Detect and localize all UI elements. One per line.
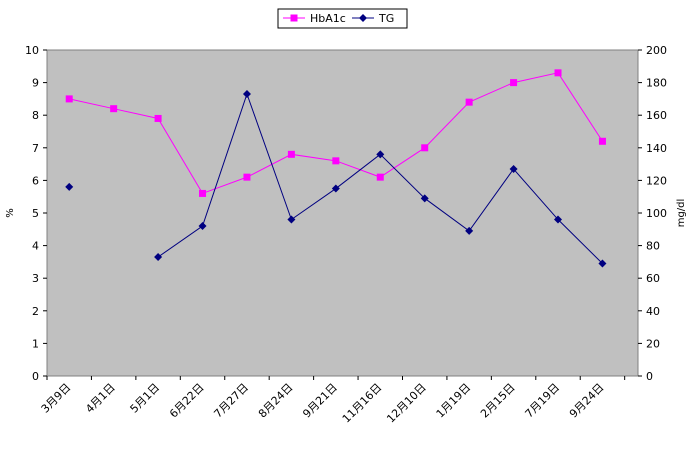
data-point-hba1c [65,95,73,103]
data-point-tg [420,194,429,203]
data-point-tg [198,222,207,231]
data-point-hba1c [332,157,340,165]
right-axis-tick-label: 160 [646,109,667,122]
data-point-tg [598,259,607,268]
left-axis-title: % [5,208,16,218]
x-axis-category-label: 11月16日 [340,381,385,426]
left-axis-tick-label: 4 [32,240,39,253]
left-axis: 0 1 2 3 4 5 6 7 8 9 10 [25,44,47,383]
left-axis-tick-label: 6 [32,174,39,187]
x-axis-category-label: 7月19日 [523,381,563,421]
right-axis-tick-label: 140 [646,142,667,155]
x-axis-category-label: 8月24日 [256,381,296,421]
data-point-tg [331,184,340,193]
data-point-hba1c [287,150,295,158]
right-axis-tick-label: 20 [646,337,660,350]
legend-marker-tg [359,14,367,22]
data-point-hba1c [243,173,251,181]
right-axis-tick-label: 120 [646,174,667,187]
plot-area [46,49,639,377]
x-axis-category-label: 4月1日 [83,381,118,416]
right-axis-title: mg/dl [676,199,687,228]
right-axis-tick-label: 0 [646,370,653,383]
left-axis-tick-label: 8 [32,109,39,122]
x-axis-category-label: 3月9日 [39,381,74,416]
right-axis-tick-label: 40 [646,305,660,318]
left-axis-tick-label: 0 [32,370,39,383]
right-axis-tick-label: 180 [646,77,667,90]
legend-label-hba1c: HbA1c [310,12,346,25]
data-point-hba1c [376,173,384,181]
x-axis-category-label: 9月21日 [300,381,340,421]
data-point-tg [376,150,385,159]
left-axis-tick-label: 7 [32,142,39,155]
data-point-hba1c [510,79,518,87]
right-axis-tick-label: 100 [646,207,667,220]
left-axis-tick-label: 9 [32,77,39,90]
x-axis-category-label: 6月22日 [167,381,207,421]
data-point-hba1c [154,114,162,122]
legend: HbA1c TG [277,8,408,29]
left-axis-tick-label: 5 [32,207,39,220]
legend-box [277,8,408,29]
x-axis-category-label: 5月1日 [128,381,163,416]
left-axis-tick-label: 1 [32,337,39,350]
right-axis-tick-label: 80 [646,240,660,253]
left-axis-tick-label: 10 [25,44,39,57]
data-point-hba1c [199,189,207,197]
data-point-hba1c [421,144,429,152]
data-point-hba1c [465,98,473,106]
x-axis: 3月9日 4月1日 5月1日 6月22日 7月27日 8月24日 9月21日 11月16日 12… [39,376,626,426]
x-axis-category-label: 9月24日 [567,381,607,421]
legend-marker-hba1c [290,14,298,22]
legend-label-tg: TG [378,12,394,25]
x-axis-category-label: 1月19日 [434,381,474,421]
left-axis-tick-label: 2 [32,305,39,318]
data-point-tg [554,215,563,224]
x-axis-category-label: 2月15日 [478,381,518,421]
data-point-hba1c [110,105,118,113]
series-layer [65,69,607,268]
right-axis-tick-label: 60 [646,272,660,285]
data-point-tg [65,182,74,191]
data-point-tg [465,226,474,235]
right-axis-tick-label: 200 [646,44,667,57]
data-point-tg [154,253,163,262]
right-axis: 0 20 40 60 80 100 120 140 160 180 200 [638,44,667,383]
data-point-tg [509,164,518,173]
data-point-hba1c [554,69,562,77]
x-axis-category-label: 7月27日 [211,381,251,421]
data-point-hba1c [598,137,606,145]
data-point-tg [242,90,251,99]
x-axis-category-label: 12月10日 [384,381,429,426]
data-point-tg [287,215,296,224]
left-axis-tick-label: 3 [32,272,39,285]
